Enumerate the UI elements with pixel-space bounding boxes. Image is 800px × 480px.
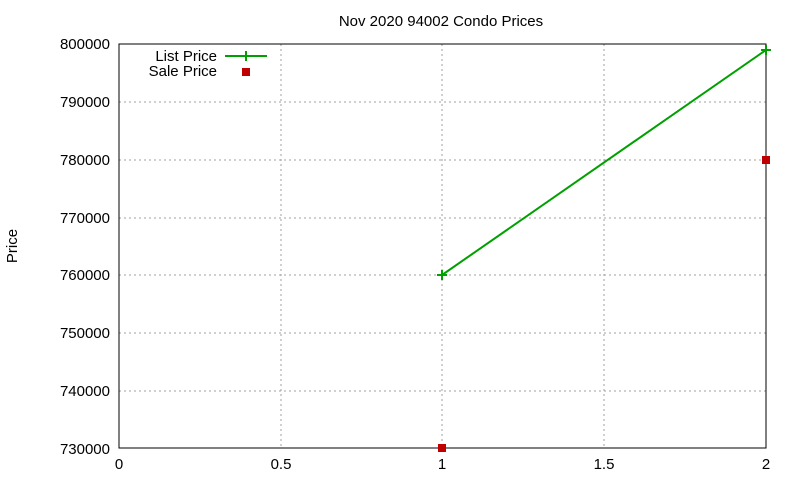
svg-text:770000: 770000 [60,210,110,227]
svg-text:730000: 730000 [60,441,110,458]
svg-text:760000: 760000 [60,267,110,284]
svg-text:1.5: 1.5 [594,456,615,473]
series-sale-price [438,156,770,452]
svg-text:1: 1 [438,456,446,473]
svg-text:2: 2 [762,456,770,473]
series-list-price [437,45,771,280]
grid [119,44,766,448]
legend: List Price Sale Price [149,48,267,80]
y-axis-label: Price [4,229,21,263]
chart-title: Nov 2020 94002 Condo Prices [339,13,543,30]
legend-sale-price: Sale Price [149,63,217,80]
svg-text:0.5: 0.5 [271,456,292,473]
svg-text:800000: 800000 [60,36,110,53]
svg-text:0: 0 [115,456,123,473]
svg-text:750000: 750000 [60,325,110,342]
x-ticks: 0 0.5 1 1.5 2 [115,456,770,473]
svg-text:790000: 790000 [60,94,110,111]
svg-text:740000: 740000 [60,383,110,400]
svg-text:780000: 780000 [60,152,110,169]
legend-list-price: List Price [155,48,217,65]
y-ticks: 800000 790000 780000 770000 760000 75000… [60,36,110,458]
